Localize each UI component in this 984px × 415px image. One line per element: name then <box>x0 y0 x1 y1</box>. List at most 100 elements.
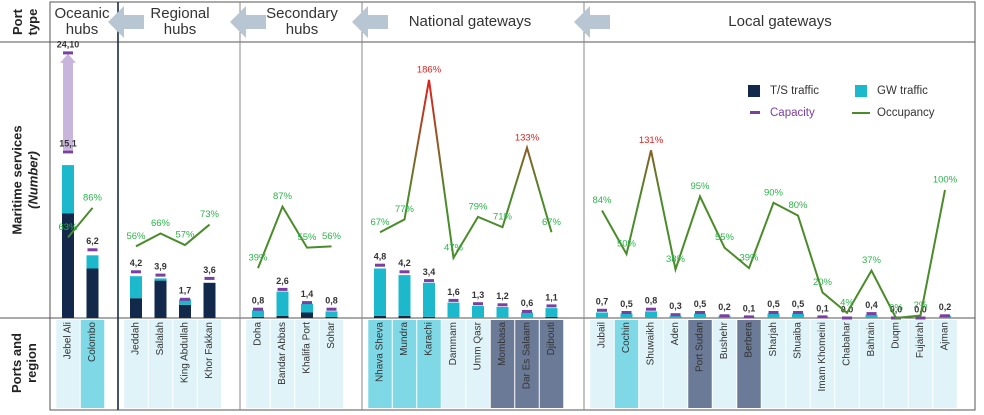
occupancy-label: 186% <box>417 64 442 75</box>
port-label: Aden <box>670 322 681 345</box>
capacity-marker <box>326 307 337 311</box>
occupancy-label: 87% <box>273 191 293 202</box>
occupancy-label: 57% <box>175 230 195 241</box>
target-marker <box>63 51 73 55</box>
region-background <box>688 320 712 408</box>
legend-swatch <box>750 111 760 114</box>
port-label: Colombo <box>87 322 98 362</box>
port-label: Salalah <box>155 322 166 355</box>
capacity-label: 0,2 <box>939 302 952 312</box>
gw-bar <box>276 291 289 316</box>
port-label: Bandar Abbas <box>277 322 288 385</box>
capacity-label: 3,4 <box>423 267 436 277</box>
capacity-marker <box>399 270 410 274</box>
port-label: Khalifa Port <box>302 322 313 374</box>
capacity-label: 0,8 <box>325 296 338 306</box>
capacity-label: 6,2 <box>86 236 99 246</box>
capacity-marker <box>842 316 852 320</box>
ts-bar <box>86 268 99 318</box>
capacity-label: 0,1 <box>816 303 829 313</box>
hierarchy-arrow <box>230 6 266 38</box>
gw-bar <box>865 314 878 318</box>
gw-bar <box>521 312 533 318</box>
gw-bar <box>130 276 142 299</box>
occupancy-label: 77% <box>395 204 415 215</box>
port-label: Sohar <box>326 321 337 348</box>
capacity-label: 1,6 <box>447 287 460 297</box>
capacity-label: 0,8 <box>252 296 265 306</box>
capacity-label: 4,8 <box>374 252 387 262</box>
capacity-marker <box>522 309 532 313</box>
hierarchy-arrow <box>108 6 144 38</box>
region-background <box>417 320 441 408</box>
occupancy-label: 55% <box>297 232 317 243</box>
legend-swatch <box>855 85 867 97</box>
group-header: Local gateways <box>728 13 832 30</box>
row-label-top: Port type <box>10 8 40 36</box>
region-background <box>319 320 344 408</box>
occupancy-label: 80% <box>788 200 808 211</box>
gw-bar <box>767 313 780 318</box>
gw-bar <box>62 165 74 214</box>
ts-bar <box>203 282 216 318</box>
group-header: Regional hubs <box>150 5 210 38</box>
region-background <box>246 320 270 408</box>
expansion-arrow <box>63 60 73 150</box>
port-label: Shuaiba <box>793 322 804 359</box>
capacity-marker <box>793 311 803 314</box>
region-background <box>933 320 957 408</box>
occupancy-line <box>257 204 332 269</box>
ts-bar <box>374 315 386 318</box>
region-background <box>515 320 539 408</box>
port-label: Mombasa <box>497 322 508 366</box>
gw-bar <box>447 302 460 318</box>
capacity-marker <box>817 315 828 319</box>
occupancy-label: 0% <box>889 303 903 314</box>
capacity-label: 1,2 <box>496 291 509 301</box>
occupancy-label: 39% <box>739 253 759 264</box>
capacity-label: 1,3 <box>472 290 485 300</box>
occupancy-label: 131% <box>639 135 664 146</box>
capacity-label: 0,2 <box>718 302 731 312</box>
port-label: Berbera <box>744 322 755 358</box>
occupancy-label: 95% <box>690 181 710 192</box>
occupancy-label: 84% <box>592 195 612 206</box>
port-label: King Abdullah <box>180 322 191 383</box>
region-background <box>148 320 173 408</box>
occupancy-label: 56% <box>126 231 146 242</box>
region-background <box>590 320 614 408</box>
region-background <box>859 320 884 408</box>
occupancy-label: 66% <box>151 218 171 229</box>
gw-bar <box>398 275 411 316</box>
occupancy-label: 79% <box>468 201 488 212</box>
capacity-label: 3,9 <box>154 261 167 271</box>
port-label: Shuwaikh <box>646 322 657 365</box>
capacity-marker <box>180 297 190 301</box>
ts-bar <box>423 316 435 318</box>
occupancy-label: 2% <box>914 300 928 311</box>
group-header: Secondary hubs <box>266 5 338 38</box>
capacity-marker <box>621 311 632 314</box>
port-label: Djibouti <box>546 322 557 355</box>
occupancy-line <box>379 79 553 261</box>
gw-bar <box>179 299 191 305</box>
gw-bar <box>545 308 558 317</box>
gw-bar <box>620 313 633 318</box>
gw-bar <box>792 313 804 318</box>
port-label: Sharjah <box>768 322 779 356</box>
port-label: Imam Khomeini <box>817 322 828 391</box>
ts-bar <box>154 280 167 318</box>
port-label: Karachi <box>424 322 435 356</box>
occupancy-label: 71% <box>493 212 513 223</box>
capacity-marker <box>204 276 215 280</box>
legend-label: Occupancy <box>877 107 935 119</box>
occupancy-label: 90% <box>764 187 784 198</box>
region-background <box>56 320 80 408</box>
region-background <box>392 320 417 408</box>
gw-bar <box>472 305 484 318</box>
port-label: Cochin <box>621 322 632 353</box>
region-background <box>441 320 466 408</box>
row-label-bottom: Ports and region <box>9 333 39 393</box>
frame <box>49 1 976 411</box>
